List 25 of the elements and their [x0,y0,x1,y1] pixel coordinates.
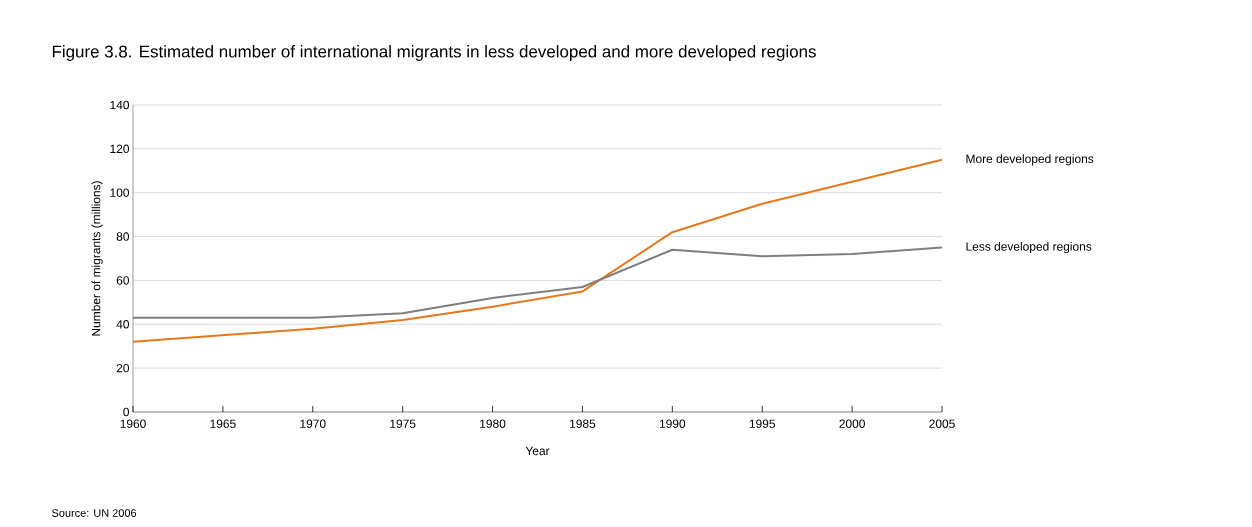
x-axis-title: Year [525,446,550,456]
x-tick-label: 1970 [300,419,326,428]
text: More developed regions [966,154,1094,166]
x-tick-label: 2000 [839,419,865,428]
y-tick-label: 100 [110,188,130,197]
chart-title: Figure 3.8. Estimated number of international migrants in less developed and more developed regions [52,45,816,61]
x-tick-label: 1980 [480,419,506,428]
x-tick-label: 1985 [570,419,596,428]
y-axis-title: Number of migrants (millions) [91,181,103,336]
x-tick-label: 1960 [120,419,146,428]
y-tick-label: 80 [116,232,130,241]
x-tick-label: 1975 [390,419,416,428]
x-tick-label: 1965 [210,419,236,428]
y-tick-label: 20 [116,363,130,373]
y-tick-label: 40 [116,320,130,329]
line-series [132,246,943,319]
x-tick-label: 1995 [749,419,776,428]
text: Less developed regions [966,241,1092,254]
y-tick-label: 120 [110,144,130,154]
x-tick-label: 1990 [659,419,686,428]
y-tick-label: 60 [116,276,130,285]
source-note: Source: UN 2006 [52,509,137,517]
y-tick-label: 140 [110,100,130,110]
x-tick-label: 2005 [929,419,955,428]
y-tick-label: 0 [123,407,130,417]
